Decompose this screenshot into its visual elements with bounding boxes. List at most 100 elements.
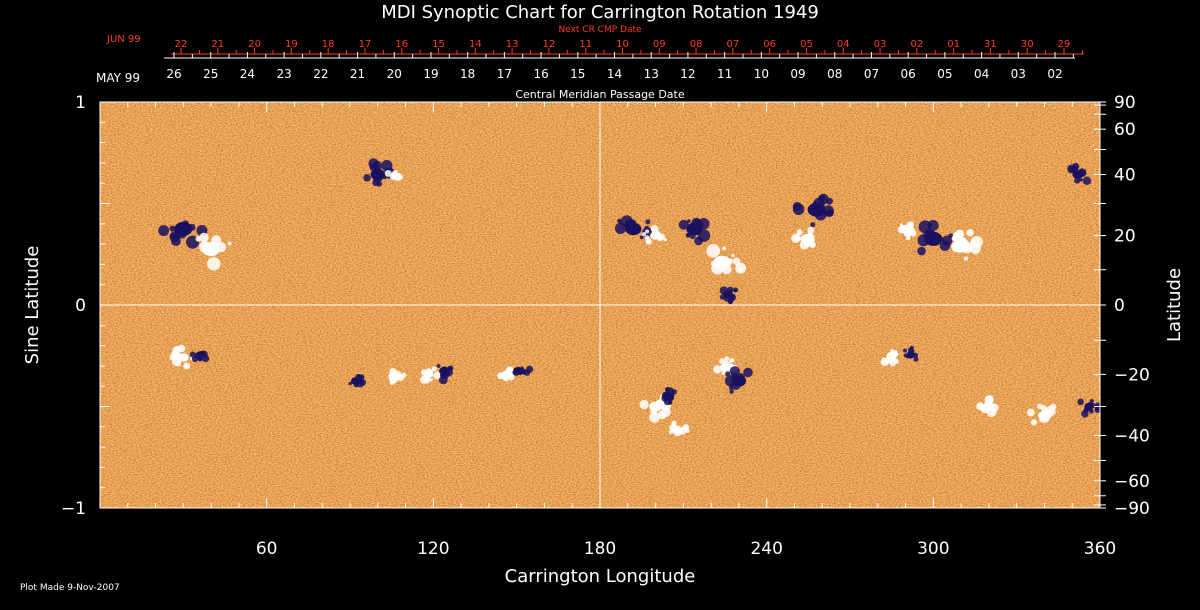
x-tick-label: 360 — [1084, 539, 1116, 559]
active-region-negative — [1077, 398, 1100, 418]
active-region-positive — [880, 349, 899, 367]
date-tick-label: 20 — [387, 67, 402, 81]
date-tick-label: 05 — [800, 39, 813, 50]
active-region-positive — [384, 169, 404, 181]
date-tick-label: 18 — [460, 67, 475, 81]
chart-title: MDI Synoptic Chart for Carrington Rotati… — [381, 2, 819, 23]
x-tick-label: 300 — [917, 539, 949, 559]
date-tick-label: 04 — [837, 39, 850, 50]
cmp-month-label: MAY 99 — [96, 71, 140, 85]
x-axis-label: Carrington Longitude — [505, 566, 696, 587]
date-tick-label: 17 — [497, 67, 512, 81]
active-region-negative — [436, 363, 454, 385]
plot-made-footer: Plot Made 9-Nov-2007 — [20, 583, 120, 593]
y-left-tick-label: 1 — [75, 93, 86, 113]
active-region-positive — [195, 232, 232, 271]
date-tick-label: 04 — [974, 67, 989, 81]
active-region-positive — [897, 221, 917, 241]
cmp-axis-title: Central Meridian Passage Date — [515, 88, 684, 101]
date-tick-label: 09 — [653, 39, 666, 50]
date-tick-label: 14 — [469, 39, 482, 50]
active-region-negative — [917, 219, 954, 256]
date-tick-label: 22 — [175, 39, 188, 50]
date-tick-label: 17 — [359, 39, 372, 50]
date-tick-label: 10 — [616, 39, 629, 50]
date-tick-label: 02 — [1047, 67, 1062, 81]
date-tick-label: 07 — [864, 67, 879, 81]
y-axis-left: 1 0 −1 — [61, 93, 110, 519]
active-region-positive — [706, 243, 747, 275]
active-region-positive — [951, 229, 983, 261]
date-tick-label: 06 — [901, 67, 916, 81]
y-right-tick-label: −90 — [1114, 499, 1150, 519]
date-tick-label: 08 — [690, 39, 703, 50]
date-tick-label: 11 — [717, 67, 732, 81]
date-tick-label: 24 — [240, 67, 255, 81]
date-tick-label: 20 — [248, 39, 261, 50]
date-tick-label: 13 — [644, 67, 659, 81]
active-region-negative — [903, 345, 919, 362]
active-region-negative — [678, 217, 711, 246]
date-tick-label: 07 — [727, 39, 740, 50]
date-tick-label: 12 — [543, 39, 556, 50]
active-region-positive — [419, 366, 442, 384]
x-tick-label: 240 — [750, 539, 782, 559]
date-tick-label: 26 — [166, 67, 181, 81]
active-region-positive — [388, 367, 407, 385]
active-region-negative — [661, 386, 677, 406]
active-region-negative — [724, 366, 753, 394]
date-tick-label: 08 — [827, 67, 842, 81]
y-axis-right: 90 60 40 20 0 −20 −40 −60 −90 — [1094, 93, 1150, 519]
active-region-negative — [189, 350, 210, 363]
x-tick-label: 120 — [417, 539, 449, 559]
active-region-negative — [512, 365, 534, 376]
date-tick-label: 09 — [790, 67, 805, 81]
date-tick-label: 01 — [947, 39, 960, 50]
date-tick-label: 06 — [763, 39, 776, 50]
date-tick-label: 22 — [313, 67, 328, 81]
next-cmp-month-label: JUN 99 — [106, 34, 141, 45]
active-region-positive — [668, 420, 690, 437]
date-tick-label: 05 — [937, 67, 952, 81]
date-tick-label: 12 — [680, 67, 695, 81]
y-right-tick-label: −40 — [1114, 426, 1150, 446]
active-region-negative — [363, 158, 396, 187]
date-tick-label: 10 — [754, 67, 769, 81]
y-left-tick-label: −1 — [61, 499, 86, 519]
date-tick-label: 15 — [570, 67, 585, 81]
date-tick-label: 11 — [579, 39, 592, 50]
y-right-tick-label: 0 — [1114, 296, 1125, 316]
next-cmp-date-axis: 22 21 20 19 18 17 16 15 14 13 12 11 10 09 08 07 06 05 04 03… — [171, 39, 1084, 55]
date-tick-label: 15 — [432, 39, 445, 50]
active-region-positive — [791, 226, 816, 250]
y-axis-left-label: Sine Latitude — [22, 246, 43, 365]
date-tick-label: 03 — [874, 39, 887, 50]
y-right-tick-label: 40 — [1114, 166, 1136, 186]
next-cmp-axis-title: Next CR CMP Date — [558, 25, 642, 35]
date-tick-label: 02 — [910, 39, 923, 50]
active-region-negative — [719, 286, 739, 305]
active-region-positive — [1026, 403, 1057, 426]
date-tick-label: 31 — [984, 39, 997, 50]
date-tick-label: 25 — [203, 67, 218, 81]
date-tick-label: 23 — [276, 67, 291, 81]
active-region-positive — [976, 395, 999, 418]
date-tick-label: 21 — [350, 67, 365, 81]
active-region-negative — [348, 374, 367, 388]
date-tick-label: 19 — [423, 67, 438, 81]
y-right-tick-label: 60 — [1114, 120, 1136, 140]
active-region-negative — [614, 215, 653, 240]
date-tick-label: 29 — [1058, 39, 1071, 50]
x-tick-label: 180 — [584, 539, 616, 559]
date-tick-label: 13 — [506, 39, 519, 50]
cmp-date-axis: 26 25 24 23 22 21 20 19 18 17 16 15 14 13 12 11 10 09 08 07… — [164, 52, 1075, 81]
x-tick-label: 60 — [256, 539, 278, 559]
y-right-tick-label: −60 — [1114, 472, 1150, 492]
y-right-tick-label: 20 — [1114, 227, 1136, 247]
center-grid — [100, 102, 1100, 508]
date-tick-label: 19 — [285, 39, 298, 50]
y-left-tick-label: 0 — [75, 296, 86, 316]
active-region-negative — [792, 193, 834, 228]
date-tick-label: 14 — [607, 67, 622, 81]
